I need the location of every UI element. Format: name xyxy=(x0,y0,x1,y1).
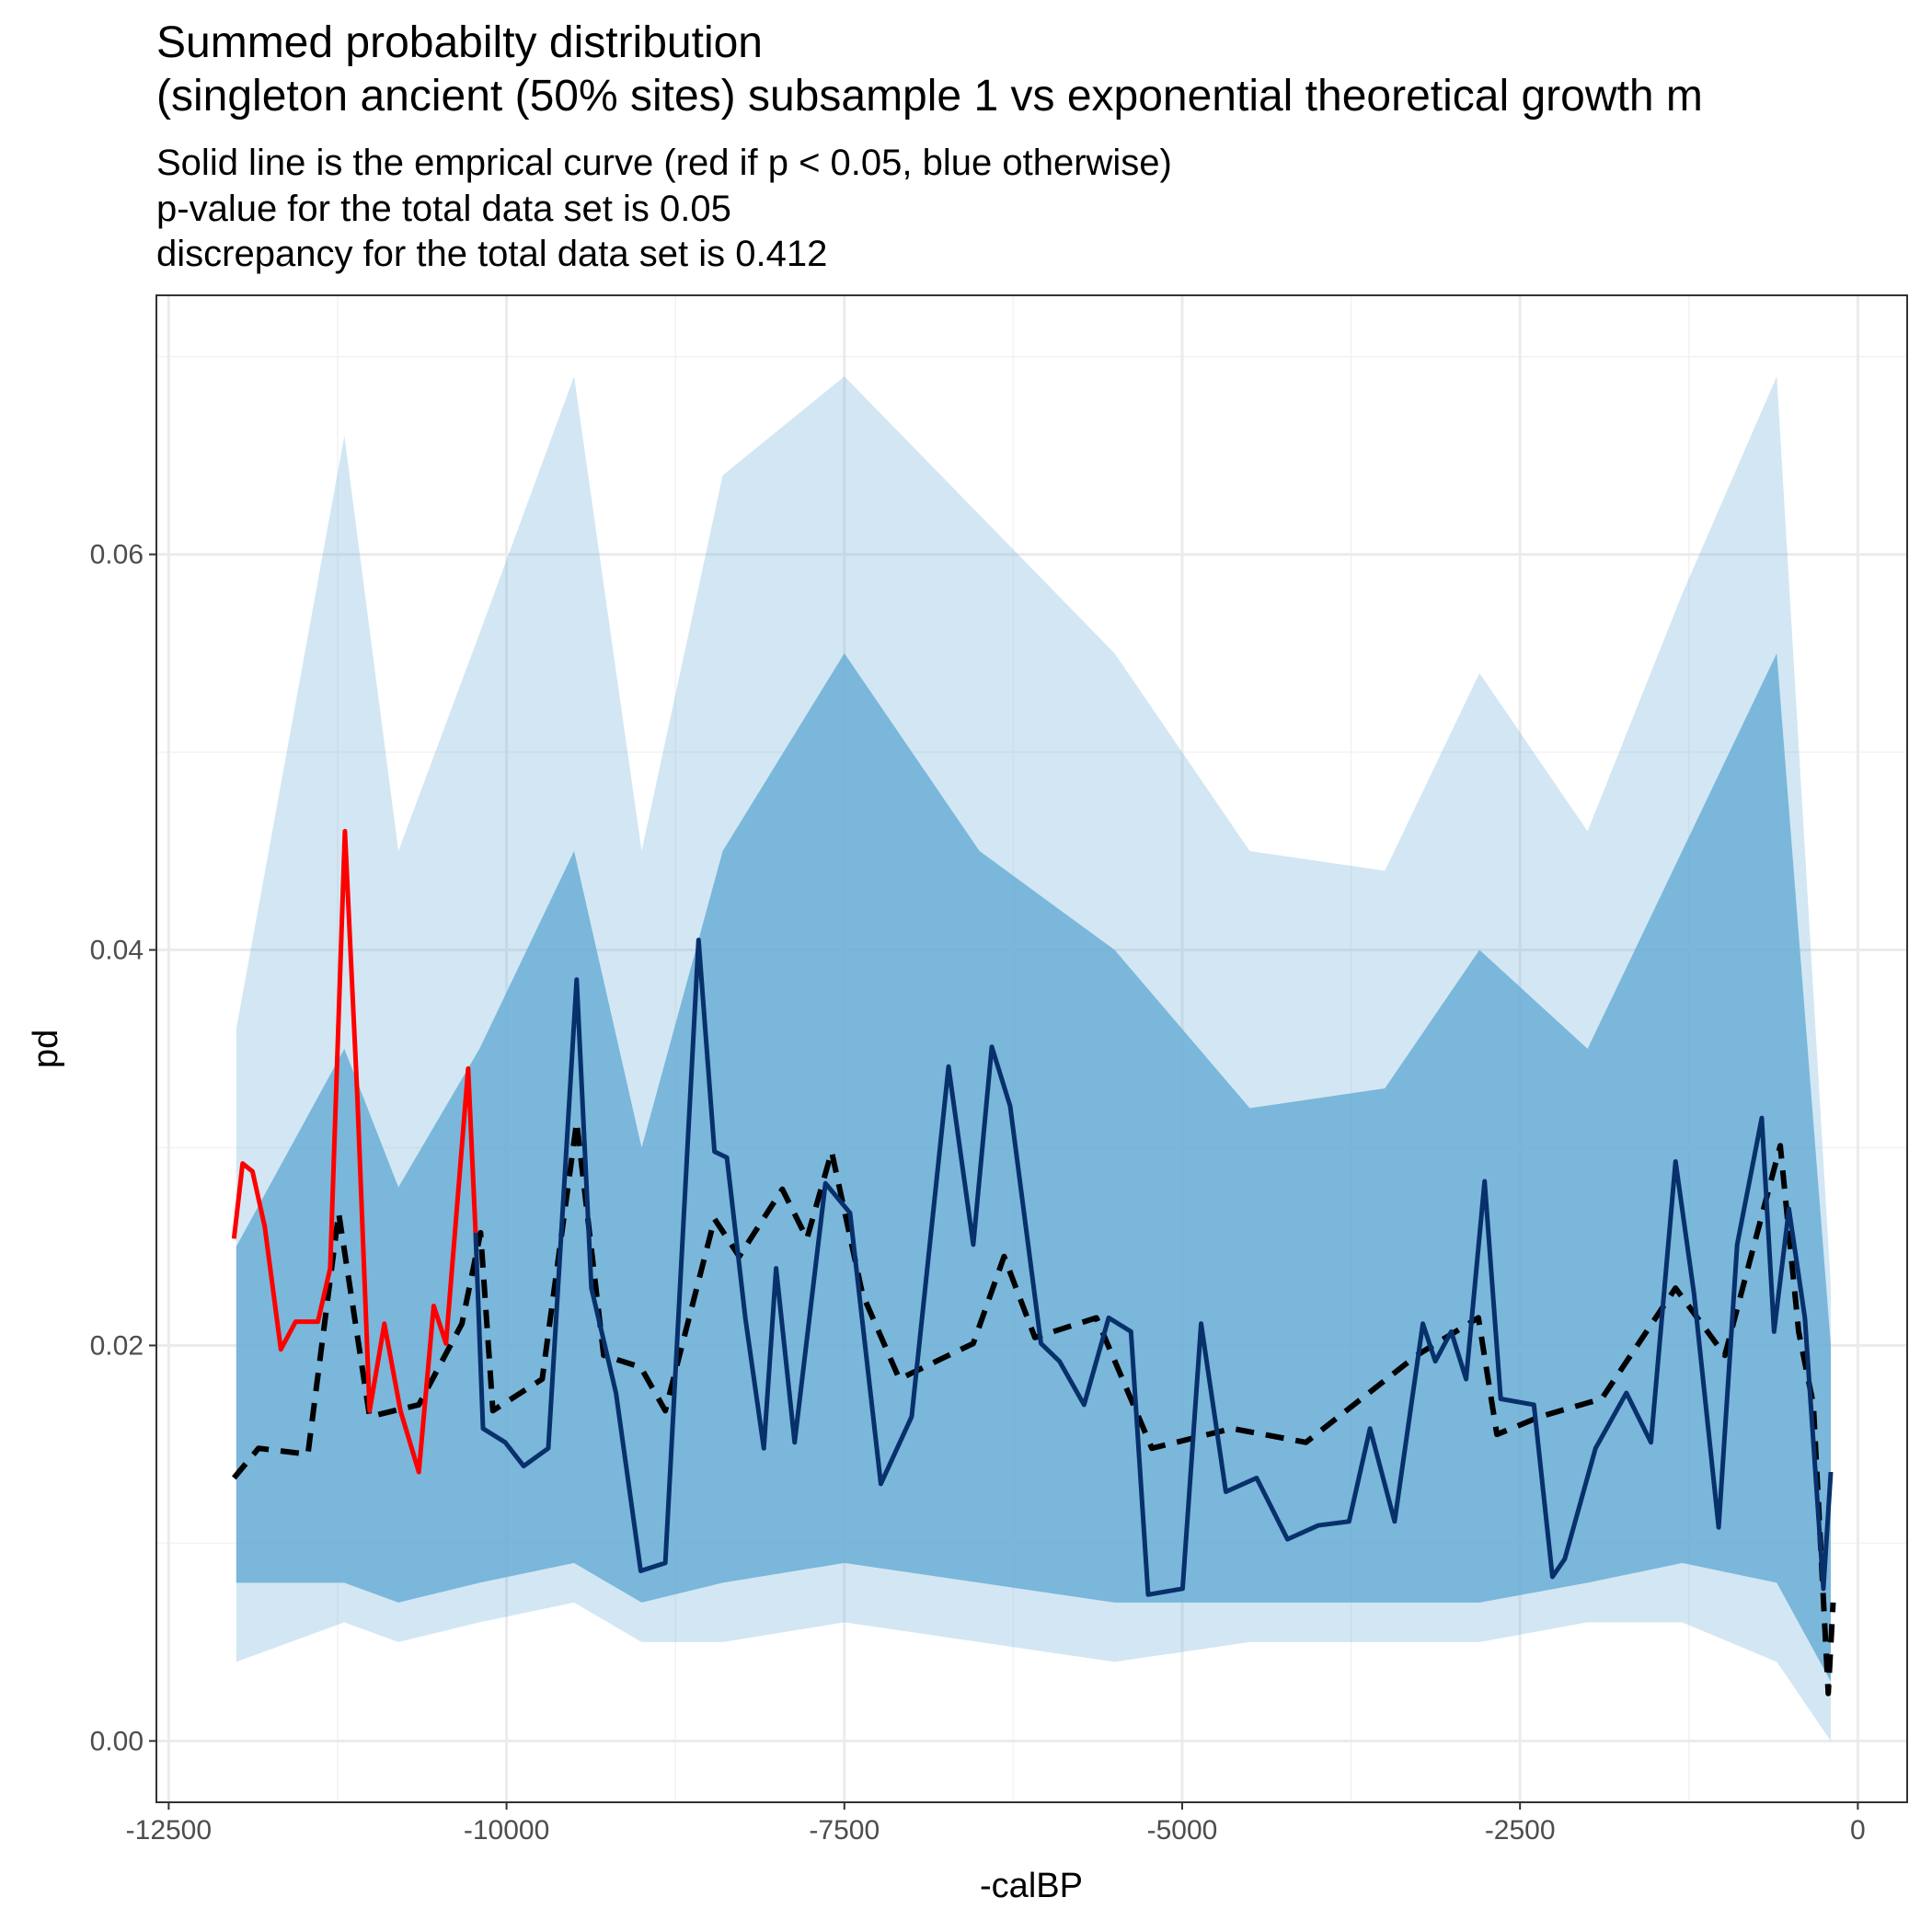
chart-title: Summed probabilty distribution xyxy=(156,18,763,67)
subtitle: Solid line is the emprical curve (red if… xyxy=(156,143,1172,183)
x-tick-label: -5000 xyxy=(1147,1815,1218,1846)
empirical-line xyxy=(473,937,1834,1597)
x-tick-label: -12500 xyxy=(126,1815,212,1846)
simulation-envelope xyxy=(236,653,1832,1682)
plot-area xyxy=(231,376,1836,1742)
empirical-line xyxy=(231,829,478,1475)
x-tick-label: 0 xyxy=(1850,1815,1866,1846)
y-tick-label: 0.04 xyxy=(90,936,144,966)
panel-border xyxy=(155,294,1908,1803)
x-tick-label: -2500 xyxy=(1485,1815,1556,1846)
subtitle: discrepancy for the total data set is 0.… xyxy=(156,234,827,274)
y-tick-label: 0.06 xyxy=(90,540,144,570)
x-tick-label: -10000 xyxy=(464,1815,549,1846)
y-axis-title: pd xyxy=(27,1029,65,1068)
chart-title: (singleton ancient (50% sites) subsample… xyxy=(156,72,1703,121)
model-line xyxy=(232,1119,1836,1696)
x-axis-title: -calBP xyxy=(980,1867,1083,1905)
y-tick-label: 0.02 xyxy=(90,1330,144,1361)
x-tick-label: -7500 xyxy=(809,1815,880,1846)
subtitle: p-value for the total data set is 0.05 xyxy=(156,189,731,229)
y-tick-label: 0.00 xyxy=(90,1726,144,1756)
